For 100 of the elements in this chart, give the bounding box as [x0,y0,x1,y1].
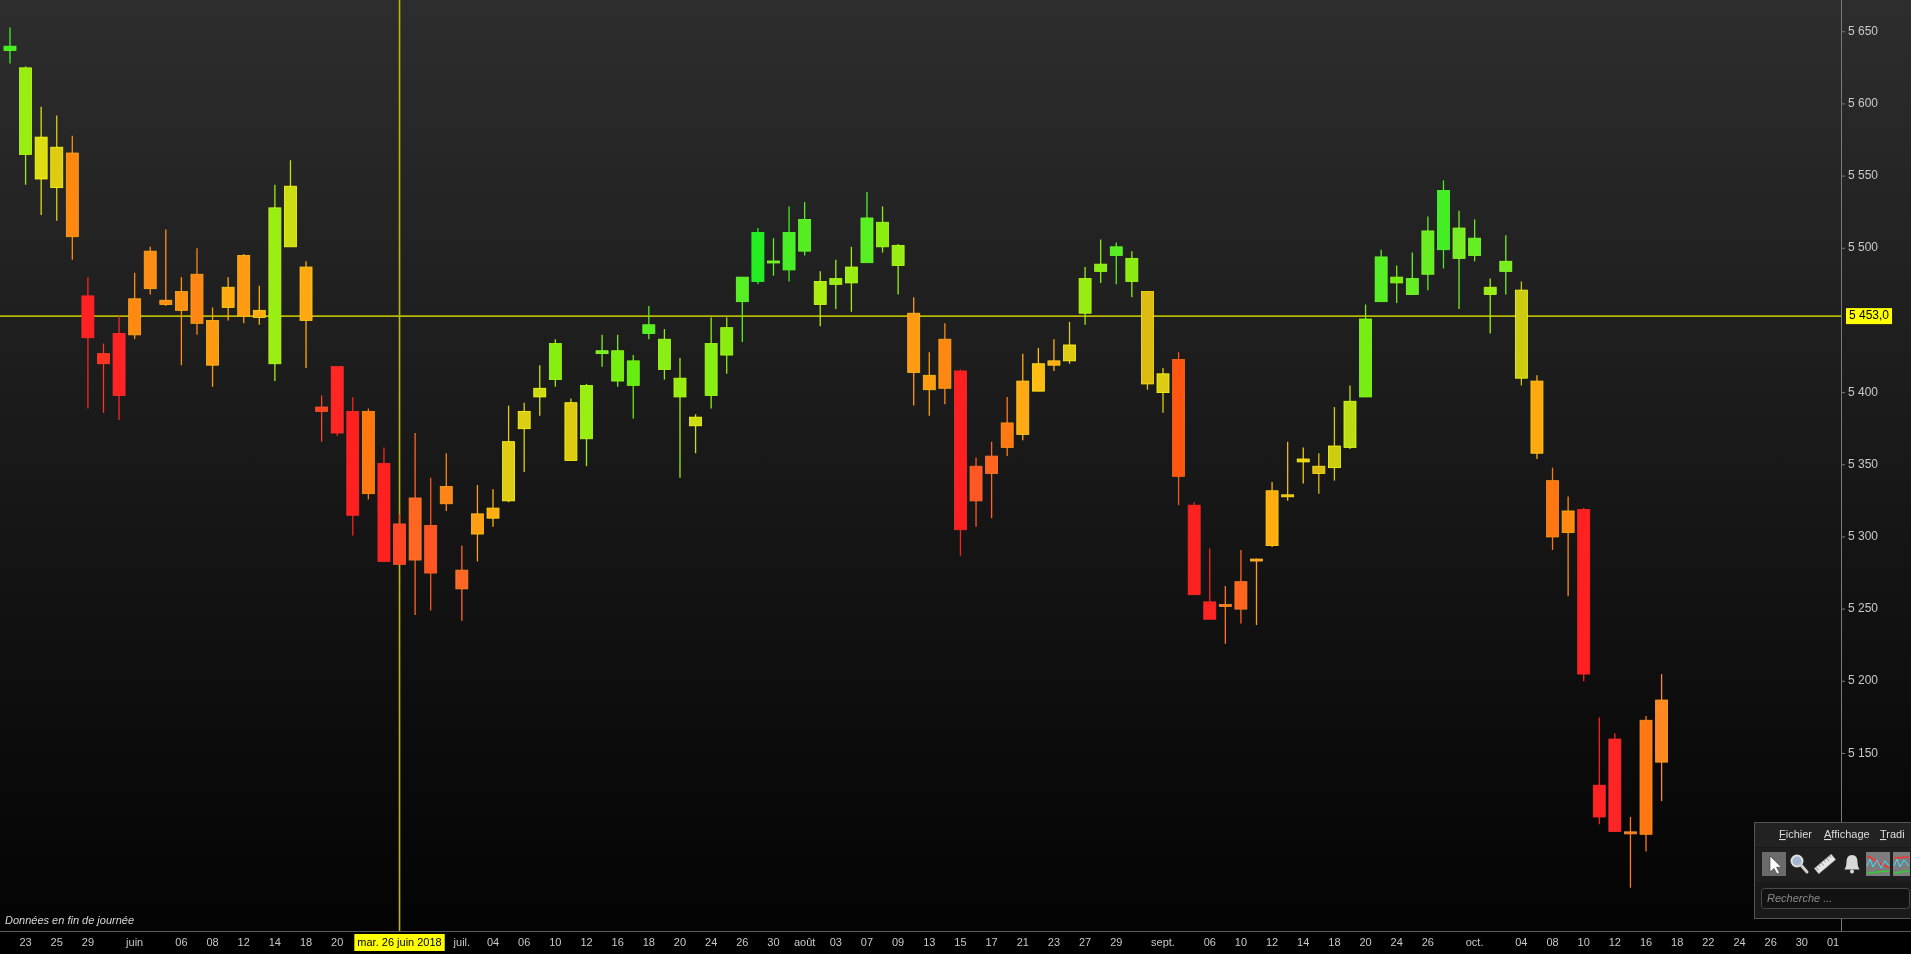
x-tick-label: 18 [642,935,655,948]
candlestick [985,441,999,519]
x-tick-label: 29 [81,935,95,948]
x-tick-label: 07 [860,935,874,948]
candlestick [439,452,453,512]
y-tick-label: 5 600 [1848,96,1879,111]
x-tick-label: 06 [518,935,531,948]
x-tick-label: 08 [1546,935,1559,948]
x-tick-label: 14 [268,935,282,948]
x-tick-label: 04 [486,935,500,948]
x-tick-label: 12 [237,935,250,948]
candlestick [1328,406,1341,482]
x-tick-label: 16 [1639,935,1653,948]
x-tick-label: 09 [892,935,905,948]
x-tick-label: août [793,935,816,948]
candlestick [1468,218,1482,262]
x-tick-label: 17 [985,935,998,948]
text: Tradi [1880,827,1905,840]
candlestick [642,305,656,340]
candlestick [517,402,531,473]
annotation: Affichage [1824,827,1870,840]
x-tick-label: 12 [1265,935,1279,948]
candlestick [689,413,702,454]
x-tick-label: 14 [1297,935,1310,948]
y-tick-label: 5 300 [1848,529,1879,544]
candlestick [595,334,609,368]
x-tick-label: 06 [1203,935,1216,948]
x-tick-label: 08 [206,935,219,948]
candlestick [1624,816,1637,889]
x-tick-label: 20 [1359,935,1372,948]
annotation: Données en fin de journée [5,913,135,926]
candlestick [1405,251,1419,296]
x-tick-label: 04 [1515,935,1528,948]
candlestick [891,243,905,296]
candlestick [1296,446,1310,485]
y-tick-label: 5 550 [1848,168,1879,183]
x-tick-label: 16 [611,935,624,948]
x-tick-label: 30 [1795,935,1808,948]
x-tick-label: 06 [175,935,188,948]
candlestick [3,26,17,65]
x-tick-label: juil. [452,935,471,948]
candlestick [221,276,235,322]
x-tick-label: 25 [50,935,63,948]
x-tick-label: 10 [549,935,562,948]
candlestick [1250,557,1263,626]
x-tick-label: 13 [923,935,936,948]
x-tick-label: 12 [1608,935,1621,948]
candlestick [486,488,500,528]
ref-line-label: 5 453,0 [1849,308,1890,323]
candlestick [1390,264,1404,304]
x-tick-label: 26 [1421,935,1435,948]
candlestick [767,237,780,277]
x-tick-label: 12 [580,935,593,948]
y-tick-label: 5 400 [1848,384,1879,399]
candlestick [1483,277,1497,335]
x-tick-label: 18 [1671,935,1684,948]
candlestick [1047,338,1061,372]
x-tick-label: 10 [1577,935,1590,948]
candlestick [159,228,173,307]
candlestick [471,484,484,563]
annotation: Recherche ... [1767,891,1833,904]
x-tick-label: 23 [1047,935,1061,948]
candlestick [174,276,188,366]
candlestick [922,351,936,417]
candlestick [829,259,843,310]
candlestick [844,246,858,313]
candlestick [1109,241,1123,285]
candlestick [315,394,329,443]
y-tick-label: 5 200 [1848,673,1879,688]
y-tick-label: 5 250 [1848,601,1879,616]
candlestick [1094,238,1108,284]
x-tick-label: 23 [19,935,32,948]
x-tick-label: 30 [767,935,780,948]
annotation: Fichier [1779,827,1813,840]
candlestick [455,544,469,622]
x-tick-label: 26 [1764,935,1777,948]
x-tick-label: oct. [1465,935,1484,948]
x-tick-label: 20 [673,935,687,948]
candlestick [1281,441,1295,502]
y-tick-label: 5 500 [1848,240,1879,255]
candlestick [1499,234,1513,296]
candlestick [1218,585,1232,645]
x-tick-label: 27 [1078,935,1092,948]
candlestick [252,285,266,326]
candlestick [1561,495,1575,597]
candlestick [97,342,110,414]
candlestick [673,357,687,479]
candlestick [1125,250,1139,298]
x-tick-label: juin [125,935,144,948]
candlestick [1312,452,1326,495]
x-tick-label: 24 [1390,935,1403,948]
x-tick-label: 20 [331,935,344,948]
x-tick-label: 29 [1110,935,1123,948]
x-tick-label: 03 [829,935,842,948]
candlestick [1156,367,1170,414]
candlestick [533,364,547,417]
x-tick-label: 24 [1733,935,1746,948]
y-tick-label: 5 150 [1848,745,1879,760]
x-tick-label: 26 [736,935,749,948]
x-tick-label: 18 [299,935,313,948]
